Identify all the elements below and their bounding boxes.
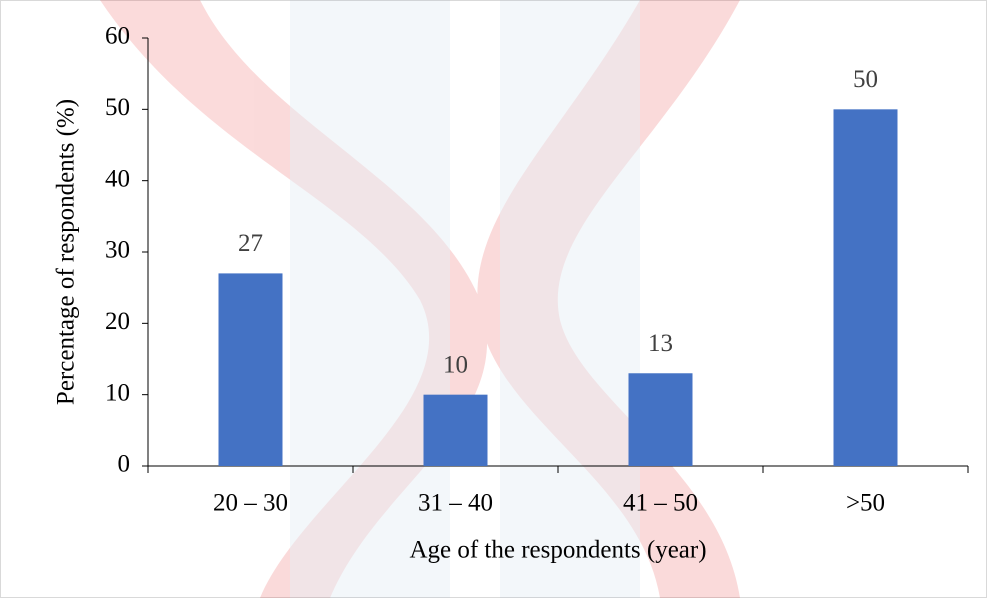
y-axis-title: Percentage of respondents (%)	[53, 99, 80, 405]
watermark-shape	[477, 0, 740, 598]
x-tick-label: 20 – 30	[213, 490, 288, 517]
y-tick-label: 10	[105, 379, 130, 406]
bar	[833, 109, 898, 466]
y-tick-label: 0	[118, 451, 131, 478]
y-tick-label: 30	[105, 237, 130, 264]
x-tick-label: >50	[846, 490, 885, 517]
value-label: 10	[443, 351, 468, 378]
value-label: 27	[238, 230, 263, 257]
y-tick-label: 60	[105, 23, 130, 50]
watermark-shape	[290, 0, 450, 598]
value-label: 13	[648, 330, 673, 357]
watermark-shape	[500, 0, 640, 598]
y-tick-label: 50	[105, 94, 130, 121]
bar	[628, 373, 693, 466]
bar	[218, 273, 283, 466]
x-tick-label: 31 – 40	[418, 490, 493, 517]
value-label: 50	[853, 66, 878, 93]
x-axis-title: Age of the respondents (year)	[409, 537, 706, 564]
y-tick-label: 40	[105, 165, 130, 192]
watermark	[100, 0, 740, 598]
bar	[423, 394, 488, 466]
y-tick-label: 20	[105, 308, 130, 335]
watermark-shape	[100, 0, 488, 598]
x-tick-label: 41 – 50	[623, 490, 698, 517]
